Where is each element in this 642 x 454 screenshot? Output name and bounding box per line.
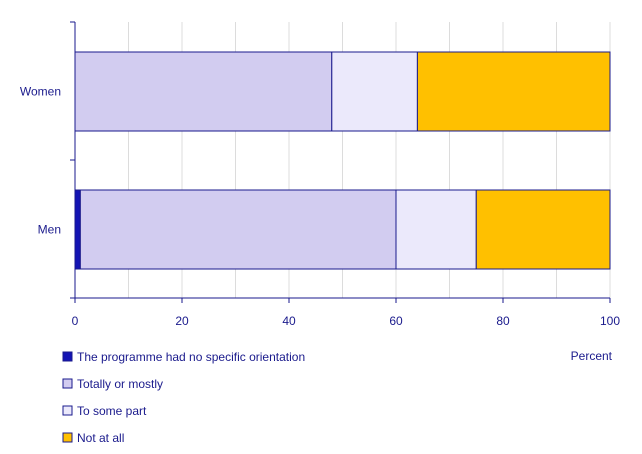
legend-swatch <box>62 378 73 389</box>
bar-segment <box>331 51 418 132</box>
legend-item: Totally or mostly <box>62 377 163 391</box>
legend-swatch <box>62 432 73 443</box>
bar-segment <box>395 189 477 270</box>
x-tick-label: 80 <box>496 314 510 328</box>
category-label: Men <box>38 223 61 237</box>
bar-segment <box>74 189 81 270</box>
legend: The programme had no specific orientatio… <box>62 350 305 445</box>
legend-label: The programme had no specific orientatio… <box>77 350 305 364</box>
bars <box>74 51 611 270</box>
x-axis-label: Percent <box>571 349 613 363</box>
legend-item: Not at all <box>62 431 124 445</box>
legend-label: Totally or mostly <box>77 377 163 391</box>
category-labels: Women Men <box>20 85 61 237</box>
x-tick-label: 20 <box>175 314 189 328</box>
x-tick-label: 40 <box>282 314 296 328</box>
legend-label: Not at all <box>77 431 124 445</box>
bar-segment <box>74 51 333 132</box>
bar-segment <box>79 189 397 270</box>
bar-segment <box>416 51 611 132</box>
legend-swatch <box>62 351 73 362</box>
legend-item: The programme had no specific orientatio… <box>62 350 305 364</box>
bar-segment <box>475 189 611 270</box>
x-tick-label: 0 <box>72 314 79 328</box>
x-tick-labels: 0 20 40 60 80 100 <box>72 314 621 328</box>
x-tick-label: 100 <box>600 314 620 328</box>
legend-label: To some part <box>77 404 147 418</box>
x-tick-label: 60 <box>389 314 403 328</box>
axes <box>70 21 611 303</box>
legend-swatch <box>62 405 73 416</box>
category-label: Women <box>20 85 61 99</box>
legend-item: To some part <box>62 404 147 418</box>
